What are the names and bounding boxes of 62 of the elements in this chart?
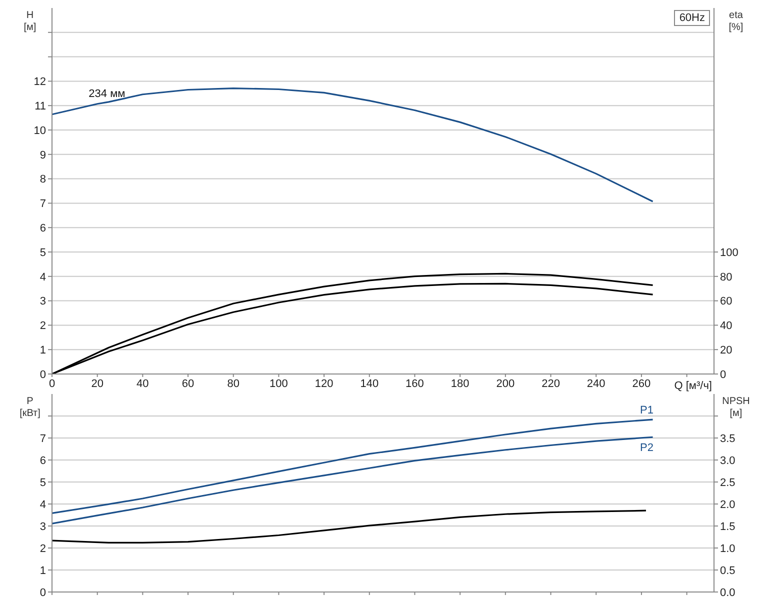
y-tick-label: 2 <box>40 320 46 332</box>
y-tick-label: 2 <box>40 542 46 555</box>
y-tick-label: 10 <box>34 124 46 137</box>
y2-tick-label: 3.5 <box>720 432 736 445</box>
y-tick-label: 5 <box>40 476 46 489</box>
y-tick-label: 5 <box>40 246 46 259</box>
y-tick-label: 7 <box>40 432 46 445</box>
x-tick-label: 260 <box>632 378 651 390</box>
x-tick-label: 200 <box>496 378 515 390</box>
y-tick-label: 1 <box>40 564 46 577</box>
annotation: 234 мм <box>88 88 126 100</box>
y2-axis-title: eta [%] <box>728 10 744 33</box>
y2-tick-label: 2.0 <box>720 498 736 511</box>
x-tick-label: 100 <box>270 378 288 390</box>
y-tick-label: 0 <box>40 586 46 599</box>
x-tick-label: 160 <box>406 378 424 390</box>
y-tick-label: 4 <box>40 498 46 511</box>
y2-tick-label: 20 <box>720 344 732 357</box>
y-tick-label: 8 <box>40 174 46 186</box>
x-tick-label: 240 <box>586 378 606 390</box>
series-label: P1 <box>640 404 654 417</box>
line-series <box>52 436 654 524</box>
line-series <box>52 87 654 202</box>
line-series <box>52 418 654 514</box>
y-tick-label: 6 <box>40 454 46 467</box>
y2-tick-label: 3.0 <box>720 454 736 467</box>
y2-tick-label: 100 <box>720 246 738 259</box>
x-tick-label: 40 <box>136 378 149 390</box>
y2-tick-label: 1.0 <box>720 542 736 555</box>
y2-tick-label: 2.5 <box>720 476 736 489</box>
y2-tick-label: 0.0 <box>720 586 736 599</box>
x-axis-title: Q [м³/ч] <box>674 380 712 392</box>
y2-tick-label: 0 <box>720 368 726 381</box>
y2-tick-label: 60 <box>720 296 732 308</box>
y2-axis-title: NPSH [м] <box>722 396 750 419</box>
x-tick-label: 60 <box>182 378 194 390</box>
x-tick-label: 0 <box>48 378 56 390</box>
y-tick-label: 0 <box>40 368 46 381</box>
y-tick-label: 12 <box>34 76 46 88</box>
annotation: 60Hz <box>674 10 710 26</box>
y2-tick-label: 80 <box>720 271 732 284</box>
y-tick-label: 9 <box>40 149 46 162</box>
y2-tick-label: 40 <box>720 320 732 332</box>
y-axis-title: P [кВт] <box>20 396 41 419</box>
y-tick-label: 4 <box>40 271 46 284</box>
y-tick-label: 11 <box>34 100 46 113</box>
x-tick-label: 20 <box>91 378 104 390</box>
line-series <box>52 510 647 544</box>
x-tick-label: 140 <box>360 378 379 390</box>
y-axis-title: H [м] <box>24 10 36 33</box>
x-tick-label: 120 <box>314 378 334 390</box>
x-tick-label: 180 <box>450 378 470 390</box>
y-tick-label: 3 <box>40 520 46 533</box>
y2-tick-label: 1.5 <box>720 520 736 533</box>
y-tick-label: 6 <box>40 222 46 235</box>
y-tick-label: 3 <box>40 296 46 308</box>
y-tick-label: 7 <box>40 198 46 210</box>
y-tick-label: 1 <box>40 344 46 357</box>
y2-tick-label: 0.5 <box>720 564 736 577</box>
series-label: P2 <box>640 442 654 454</box>
x-tick-label: 80 <box>227 378 240 390</box>
x-tick-label: 220 <box>542 378 560 390</box>
